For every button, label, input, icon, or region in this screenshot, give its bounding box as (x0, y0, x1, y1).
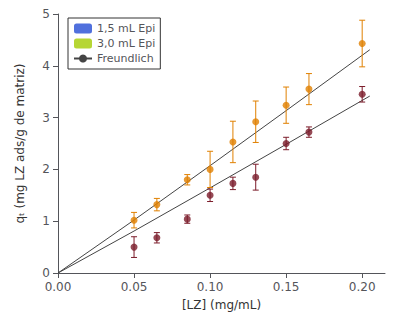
svg-text:0.05: 0.05 (121, 280, 148, 294)
svg-text:Freundlich: Freundlich (97, 52, 154, 65)
svg-text:2: 2 (42, 162, 50, 176)
svg-text:0.00: 0.00 (45, 280, 72, 294)
svg-text:0: 0 (42, 266, 50, 280)
svg-text:0.15: 0.15 (273, 280, 300, 294)
svg-text:1: 1 (42, 214, 50, 228)
svg-text:[LZ] (mg/mL): [LZ] (mg/mL) (182, 298, 261, 312)
svg-text:5: 5 (42, 7, 50, 21)
svg-text:0.20: 0.20 (349, 280, 376, 294)
svg-text:0.10: 0.10 (197, 280, 224, 294)
svg-text:qₜ (mg LZ ads/g de matriz): qₜ (mg LZ ads/g de matriz) (13, 63, 27, 223)
svg-text:3,0 mL Epi: 3,0 mL Epi (97, 37, 155, 50)
svg-text:3: 3 (42, 111, 50, 125)
svg-text:1,5 mL Epi: 1,5 mL Epi (97, 22, 155, 35)
svg-text:4: 4 (42, 59, 50, 73)
